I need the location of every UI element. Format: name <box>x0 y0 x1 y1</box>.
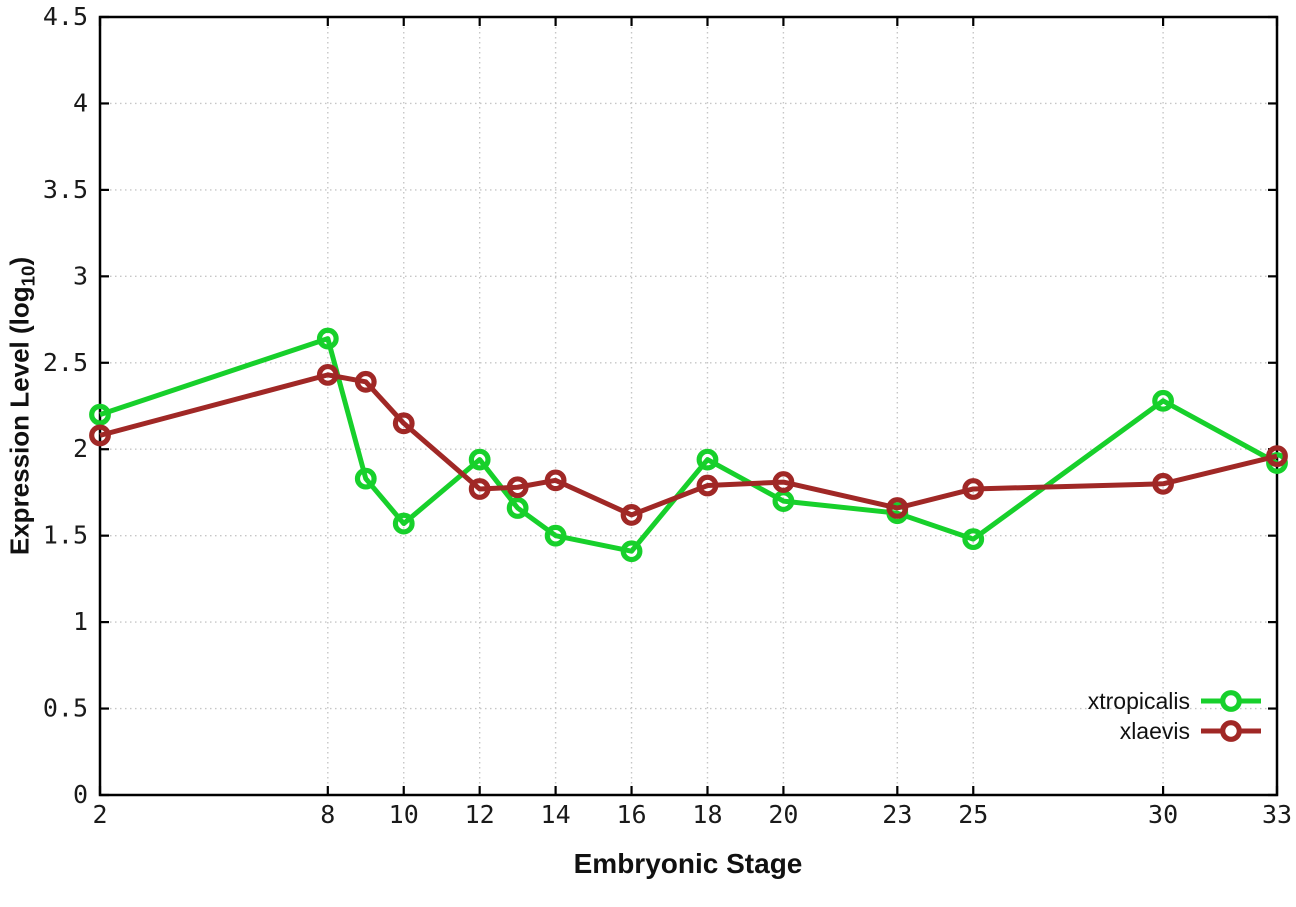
x-tick-label: 20 <box>768 800 798 829</box>
y-tick-label: 4 <box>73 88 88 117</box>
data-point-marker-xlaevis <box>772 471 795 493</box>
y-tick-label: 1.5 <box>43 521 88 550</box>
legend-marker-icon-xtropicalis <box>1201 690 1261 712</box>
data-point-marker-xlaevis <box>696 474 719 497</box>
data-point-marker-xlaevis <box>392 412 415 435</box>
y-tick-label: 0 <box>73 780 88 809</box>
data-point-marker-xlaevis <box>354 370 377 393</box>
data-point-marker-xlaevis <box>506 476 529 499</box>
data-point-marker-xlaevis <box>620 504 643 526</box>
x-tick-label: 12 <box>465 800 495 829</box>
y-tick-label: 0.5 <box>43 694 88 723</box>
data-point-marker-xlaevis <box>962 478 985 500</box>
data-point-marker-xlaevis <box>544 469 567 492</box>
x-tick-label: 8 <box>320 800 335 829</box>
legend-label-xtropicalis: xtropicalis <box>1087 687 1190 714</box>
legend-marker-icon-xlaevis <box>1201 720 1261 742</box>
x-tick-label: 23 <box>882 800 912 829</box>
x-tick-label: 30 <box>1148 800 1178 829</box>
data-point-marker-xtropicalis <box>316 327 339 350</box>
data-point-marker-xtropicalis <box>544 524 567 547</box>
x-tick-label: 10 <box>389 800 419 829</box>
data-point-marker-xtropicalis <box>468 448 491 471</box>
x-tick-label: 16 <box>616 800 646 829</box>
y-tick-label: 4.5 <box>43 2 88 31</box>
x-axis-title: Embryonic Stage <box>573 848 803 879</box>
series-line-xtropicalis <box>99 336 1279 554</box>
data-point-marker-xtropicalis <box>89 403 111 426</box>
y-axis-title: Expression Level (log10) <box>4 257 39 555</box>
data-point-marker-xtropicalis <box>506 497 529 519</box>
y-axis-title-text: Expression Level (log <box>4 286 35 556</box>
legend: xtropicalis xlaevis <box>1088 686 1262 746</box>
x-tick-label: 25 <box>958 800 988 829</box>
y-tick-label: 3.5 <box>43 175 88 204</box>
data-point-marker-xlaevis <box>1152 472 1174 495</box>
data-point-marker-xtropicalis <box>354 467 377 490</box>
plot-border <box>98 15 1279 797</box>
data-point-marker-xlaevis <box>886 497 909 519</box>
y-tick-label: 3 <box>73 261 88 290</box>
y-tick-label: 2 <box>73 434 88 463</box>
y-axis-title-subscript: 10 <box>17 265 39 287</box>
y-tick-label: 1 <box>73 607 88 636</box>
data-point-marker-xtropicalis <box>620 540 643 563</box>
legend-label-xlaevis: xlaevis <box>1119 717 1190 744</box>
data-point-marker-xtropicalis <box>392 512 415 535</box>
data-point-marker-xlaevis <box>316 363 339 386</box>
data-point-marker-xtropicalis <box>696 448 719 471</box>
data-point-marker-xlaevis <box>468 478 491 500</box>
legend-item-xtropicalis: xtropicalis <box>1088 686 1262 716</box>
legend-item-xlaevis: xlaevis <box>1088 716 1262 746</box>
x-tick-label: 18 <box>692 800 722 829</box>
data-point-marker-xlaevis <box>1266 445 1288 468</box>
x-tick-label: 2 <box>92 800 107 829</box>
y-tick-label: 2.5 <box>43 348 88 377</box>
y-axis-title-close: ) <box>4 256 35 266</box>
data-point-marker-xtropicalis <box>1152 389 1174 412</box>
x-tick-label: 33 <box>1262 800 1292 829</box>
data-point-marker-xlaevis <box>89 424 111 447</box>
data-point-marker-xtropicalis <box>962 528 985 551</box>
x-tick-label: 14 <box>541 800 571 829</box>
